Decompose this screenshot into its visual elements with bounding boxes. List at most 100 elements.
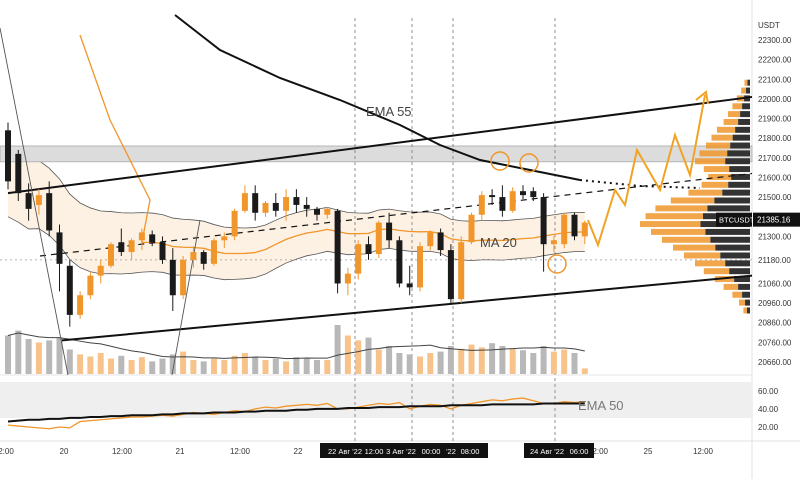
volume-profile-buy — [703, 166, 730, 173]
ema-55-line — [174, 14, 581, 181]
diagonal-line-left-2 — [171, 219, 201, 376]
volume-bar — [530, 353, 537, 374]
volume-profile-buy — [699, 150, 728, 157]
volume-bar — [25, 339, 32, 374]
time-highlight-label: 3 Авг '22 — [386, 447, 416, 456]
candle-body — [25, 193, 32, 209]
candle-body — [138, 232, 145, 241]
time-highlight-label: 12:00 — [365, 447, 384, 456]
time-tick-label: 21 — [176, 447, 185, 456]
volume-profile-sell — [742, 103, 750, 110]
volume-profile-sell — [729, 268, 750, 275]
time-highlight-label: 00:00 — [422, 447, 441, 456]
volume-bar — [489, 343, 496, 374]
volume-profile-sell — [728, 181, 750, 188]
volume-profile-sell — [725, 260, 750, 267]
volume-bar — [190, 360, 197, 374]
price-tick-label: 21800.00 — [758, 134, 792, 143]
candle-body — [561, 214, 568, 245]
volume-profile-buy — [655, 205, 708, 212]
volume-bar — [159, 358, 166, 374]
candle-body — [159, 242, 166, 260]
candle-body — [15, 153, 22, 194]
candle-body — [77, 295, 84, 315]
candle-body — [375, 222, 382, 255]
volume-bar — [97, 353, 104, 374]
time-tick-label: 12:00 — [693, 447, 714, 456]
volume-bar — [447, 346, 454, 374]
last-price-tag-bg — [753, 212, 800, 227]
price-tick-label: 20760.00 — [758, 338, 792, 347]
volume-bar — [35, 342, 42, 374]
candle-body — [87, 275, 94, 296]
volume-bar — [108, 358, 114, 374]
candle-body — [334, 210, 341, 284]
time-tick-label: 12:00 — [230, 447, 251, 456]
volume-profile-sell — [731, 173, 750, 180]
volume-bar — [550, 351, 557, 374]
axis-labels-layer: USDT 22300.00 22200.00 22100.00 22000.00 2190… — [0, 21, 800, 458]
volume-profile-buy — [645, 213, 703, 220]
volume-bar — [262, 360, 269, 374]
time-tick-label: 12:00 — [588, 447, 609, 456]
volume-profile-buy — [728, 111, 741, 118]
price-tick-label: 22100.00 — [758, 75, 792, 84]
price-tick-label: 21500.00 — [758, 193, 792, 202]
price-tick-label: 22000.00 — [758, 95, 792, 104]
time-highlight-label: 24 Авг '22 — [530, 447, 564, 456]
annotations-layer: EMA 55 MA 20 — [366, 90, 709, 274]
time-tick-label: 2:00 — [0, 447, 14, 456]
symbol-tag: BTCUSDT — [719, 216, 755, 225]
candle-body — [386, 222, 393, 241]
oscillator-layer: EMA 50 — [7, 397, 624, 430]
candle-body — [344, 273, 351, 284]
volume-bar — [118, 355, 125, 374]
candle-body — [489, 195, 496, 198]
price-tick-label: 21900.00 — [758, 115, 792, 124]
candle-body — [293, 197, 300, 205]
volume-bar — [128, 360, 135, 374]
volume-bar — [396, 353, 403, 374]
volume-profile-buy — [744, 79, 748, 86]
volume-bar — [334, 325, 341, 374]
volume-profile-sell — [722, 189, 750, 196]
highlight-circle-0 — [490, 151, 510, 171]
channel-lower-line — [61, 274, 753, 342]
volume-bar — [499, 346, 506, 374]
oscillator-line — [7, 397, 585, 430]
volume-profile-sell — [747, 307, 750, 314]
time-highlight-label: 22 Авг '22 — [328, 447, 362, 456]
volume-profile-sell — [714, 197, 750, 204]
candle-body — [66, 265, 73, 315]
volume-profile-buy — [684, 252, 721, 259]
volume-bar — [138, 357, 145, 374]
volume-bar — [211, 358, 217, 374]
price-tick-label: 21700.00 — [758, 154, 792, 163]
volume-bar — [169, 354, 176, 374]
candle-body — [509, 191, 516, 211]
volume-bar — [581, 368, 588, 374]
price-axis-background[interactable] — [752, 0, 800, 479]
volume-bar — [241, 353, 248, 374]
candle-body — [303, 204, 310, 209]
candle-body — [355, 244, 362, 274]
price-tick-label: 21060.00 — [758, 279, 792, 288]
price-tick-label: 21300.00 — [758, 232, 792, 241]
symbol-tag-bg — [716, 212, 752, 227]
volume-bar — [468, 344, 475, 374]
volume-bar — [509, 348, 516, 374]
projection-path — [587, 94, 706, 248]
volume-bar — [561, 349, 568, 374]
volume-profile-sell — [747, 79, 750, 86]
volume-profile-sell — [729, 166, 750, 173]
volume-profile-sell — [746, 87, 750, 94]
candle-body — [550, 240, 557, 245]
volume-bar — [324, 360, 331, 374]
candle-body — [128, 240, 135, 253]
volume-profile-sell — [745, 299, 750, 306]
candle-body — [211, 240, 217, 264]
price-axis-unit: USDT — [758, 21, 780, 30]
candle-body — [200, 252, 207, 264]
candle-body — [118, 242, 125, 253]
